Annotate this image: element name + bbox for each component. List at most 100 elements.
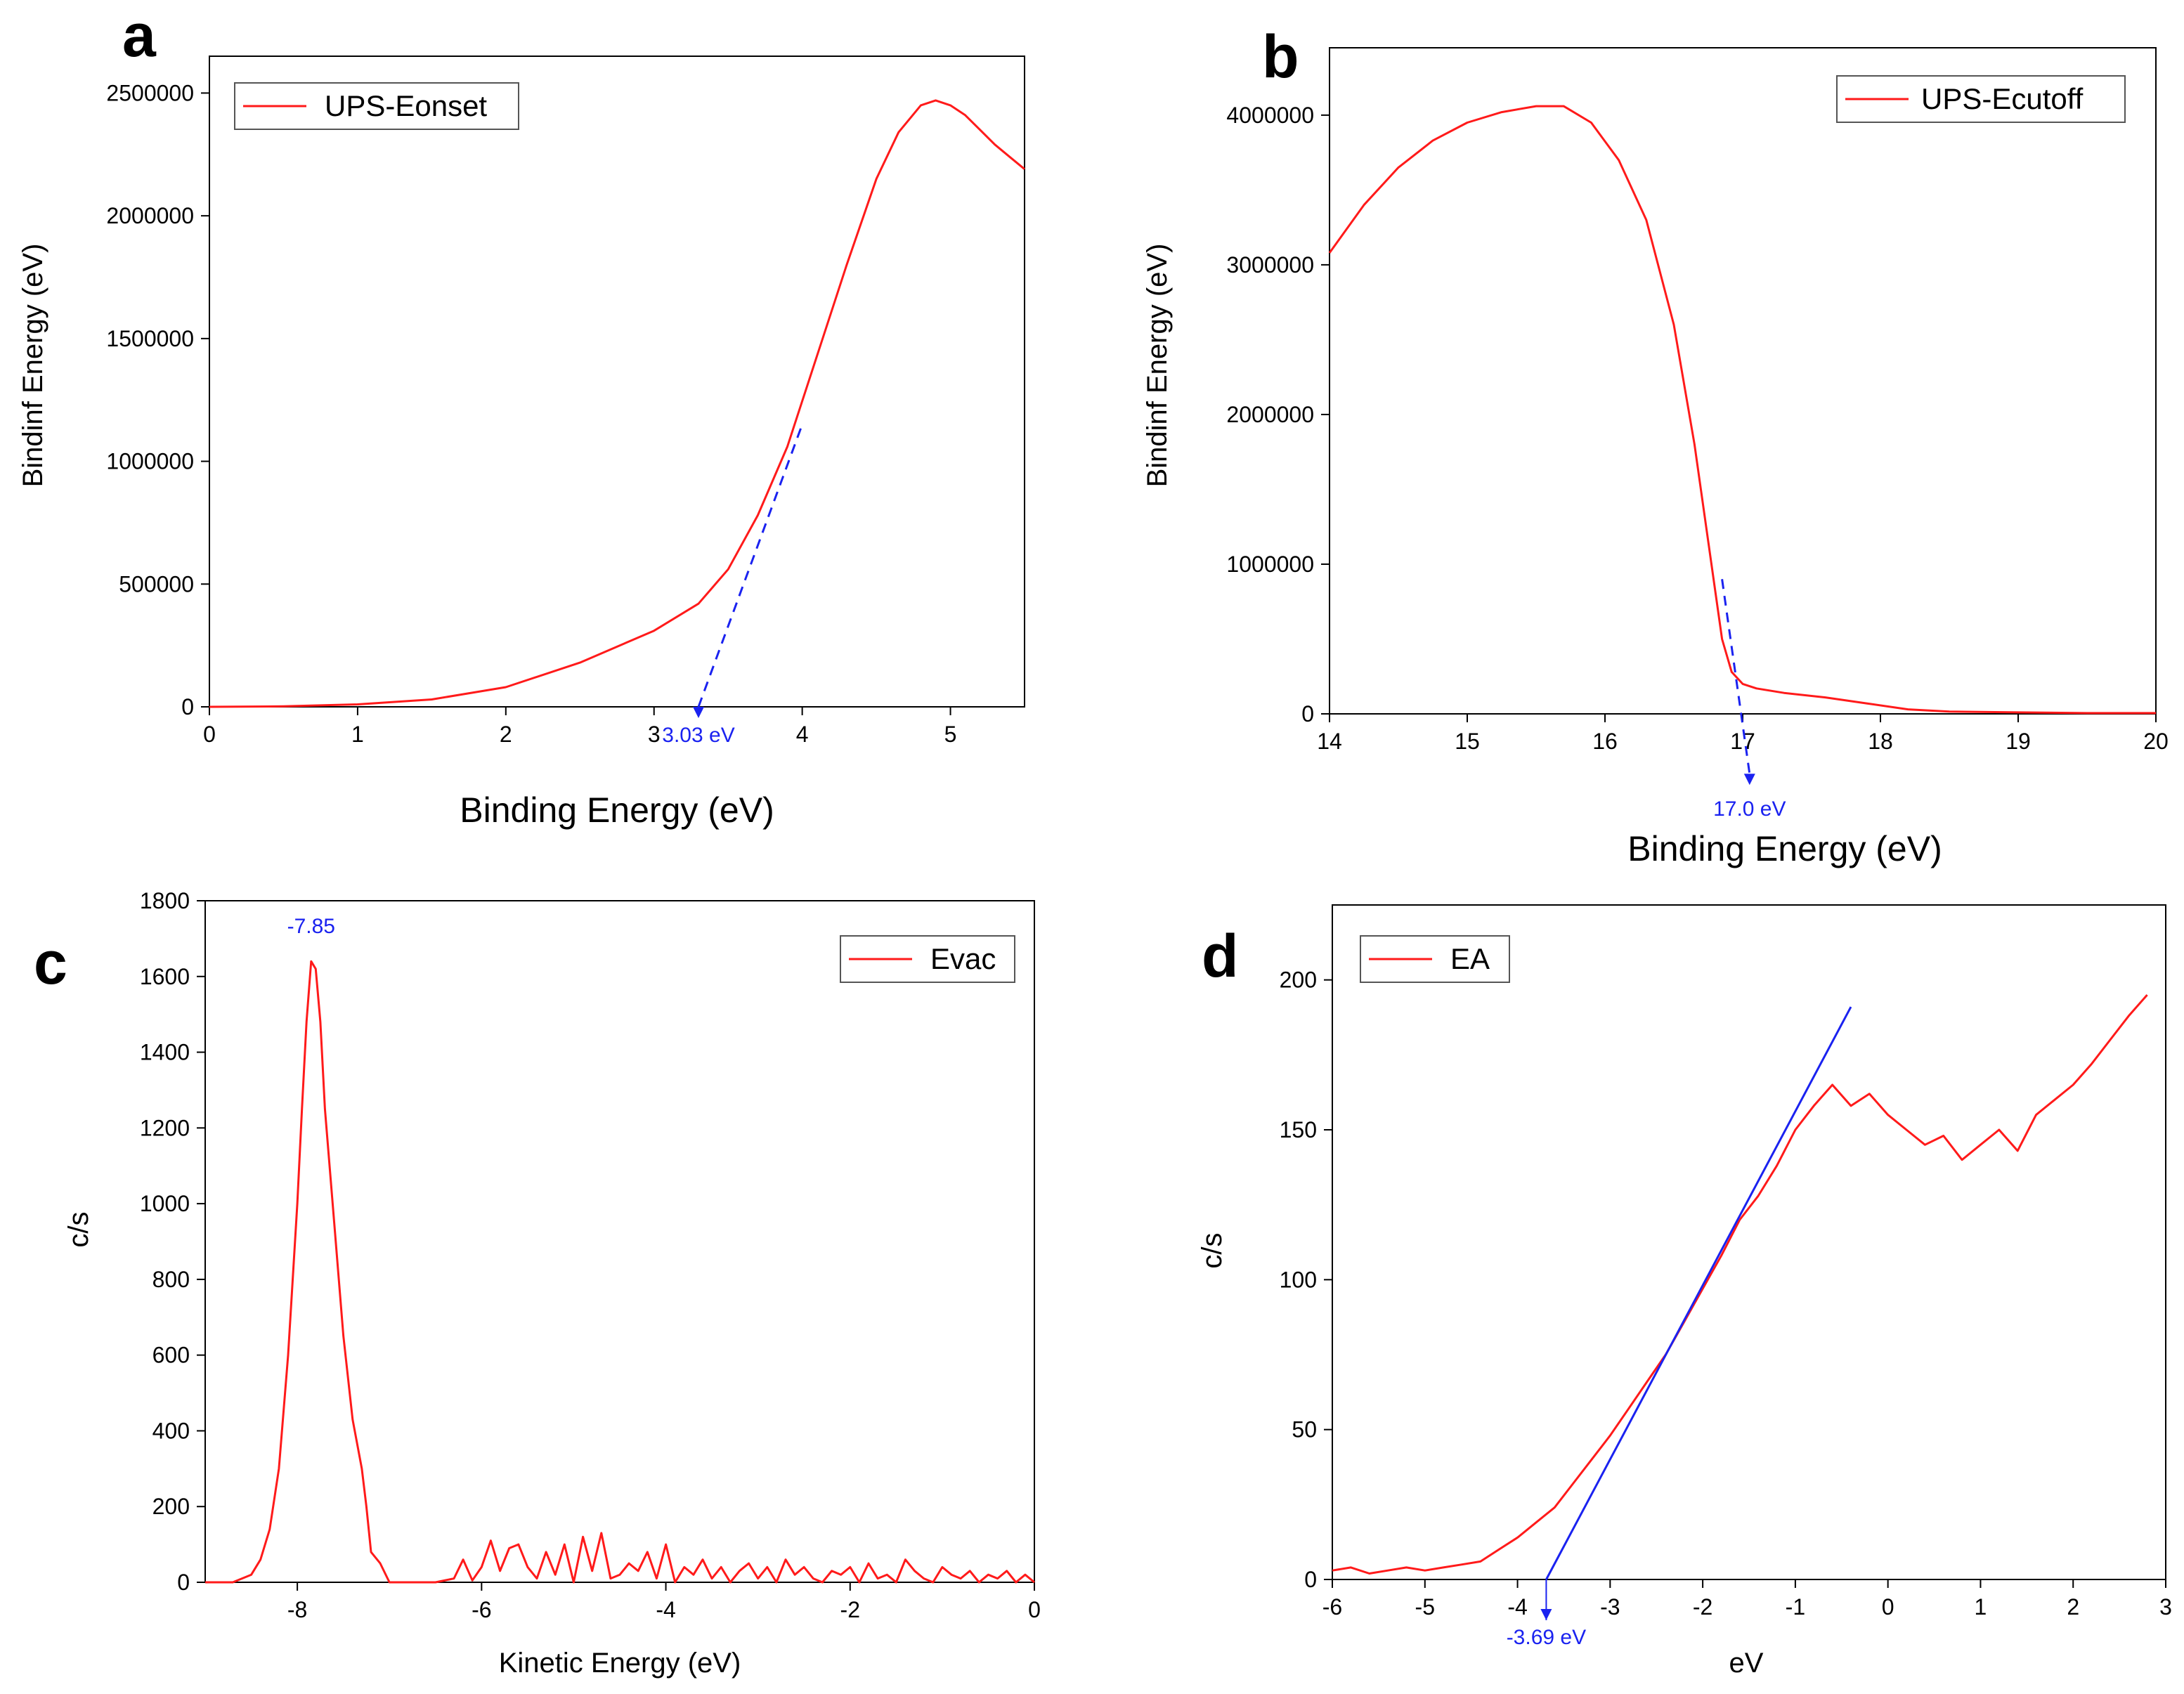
panel-d-series bbox=[1332, 994, 2148, 1575]
panel-b-series bbox=[1328, 105, 2156, 715]
panel-b-y-axis-label: Bindinf Energy (eV) bbox=[1142, 244, 1173, 488]
panel-b-legend-label: UPS-Ecutoff bbox=[1921, 82, 2084, 115]
panel-b-x-axis-label: Binding Energy (eV) bbox=[1627, 829, 1942, 868]
panel-a-x-tick-label: 0 bbox=[203, 722, 216, 747]
panel-d-legend-label: EA bbox=[1450, 942, 1490, 975]
panel-b-plot-frame bbox=[1329, 47, 2157, 715]
panel-b-y-tick-label: 3000000 bbox=[1226, 252, 1314, 278]
panel-b-series-line bbox=[1328, 105, 2156, 715]
panel-d-fit: -3.69 eV bbox=[1507, 1006, 1852, 1649]
panel-d-plot-frame bbox=[1332, 904, 2166, 1580]
panel-d-x-tick-label: -1 bbox=[1786, 1594, 1805, 1620]
panel-b: b 14 15 16 17 18 19 20 0 1000000 2000000 3000000 4… bbox=[1142, 23, 2169, 868]
panel-c-y-axis-label: c/s bbox=[63, 1211, 94, 1247]
panel-c-x-tick-label: -4 bbox=[656, 1597, 675, 1622]
panel-c-x-tick-label: -8 bbox=[287, 1597, 307, 1622]
panel-c-y-tick-label: 1200 bbox=[140, 1115, 190, 1140]
panel-d-legend: EA bbox=[1360, 935, 1510, 983]
panel-c-y-tick-label: 1800 bbox=[140, 888, 190, 913]
panel-d-y-tick-label: 100 bbox=[1280, 1267, 1317, 1292]
panel-c-legend-label: Evac bbox=[930, 942, 996, 975]
panel-a-fit-line bbox=[697, 424, 804, 708]
panel-d-y-tick-label: 200 bbox=[1280, 967, 1317, 993]
panel-c-plot: -8 -6 -4 -2 0 0 200 400 600 800 1000 1200 1400 1600 1… bbox=[140, 888, 1041, 1622]
panel-a-annotation-arrowhead bbox=[693, 707, 704, 718]
panel-d-x-tick-label: -4 bbox=[1507, 1594, 1527, 1620]
panel-d-x-tick-label: 0 bbox=[1882, 1594, 1894, 1620]
panel-d-x-tick-label: -3 bbox=[1600, 1594, 1620, 1620]
panel-b-y-tick-label: 1000000 bbox=[1226, 552, 1314, 577]
panel-d: d -6 -5 -4 -3 -2 -1 0 1 2 3 0 50 100 150 200 -3.69 eV… bbox=[1197, 904, 2172, 1679]
panel-a-y-tick-label: 1000000 bbox=[106, 449, 194, 474]
panel-a-x-axis-label: Binding Energy (eV) bbox=[460, 790, 774, 830]
panel-a-annotation-label: 3.03 eV bbox=[662, 724, 734, 747]
panel-a-gridless-plot: 0 1 2 3 4 5 0 500000 1000000 1500000 2000000 25000… bbox=[106, 56, 1025, 747]
panel-d-y-tick-label: 50 bbox=[1292, 1417, 1317, 1442]
panel-b-annotation-arrowhead bbox=[1743, 774, 1755, 786]
panel-c-y-tick-label: 1600 bbox=[140, 964, 190, 989]
panel-a-x-tick-label: 5 bbox=[944, 722, 957, 747]
panel-c-legend: Evac bbox=[840, 935, 1015, 983]
panel-a-plot-frame bbox=[209, 56, 1025, 708]
panel-c-y-tick-label: 1000 bbox=[140, 1191, 190, 1216]
panel-d-annotation-label: -3.69 eV bbox=[1507, 1626, 1586, 1649]
panel-d-x-tick-label: -5 bbox=[1415, 1594, 1435, 1620]
panel-c-y-tick-label: 400 bbox=[152, 1418, 190, 1443]
panel-c-x-tick-label: -6 bbox=[472, 1597, 491, 1622]
panel-a-series bbox=[209, 99, 1025, 708]
panel-d-x-ticks: -6 -5 -4 -3 -2 -1 0 1 2 3 bbox=[1322, 1579, 2172, 1620]
panel-c-y-tick-label: 0 bbox=[177, 1570, 190, 1595]
panel-b-y-tick-label: 4000000 bbox=[1226, 103, 1314, 128]
panel-d-y-axis-label: c/s bbox=[1197, 1232, 1228, 1268]
panel-c-y-ticks: 0 200 400 600 800 1000 1200 1400 1600 1800 bbox=[140, 888, 205, 1595]
panel-d-y-ticks: 0 50 100 150 200 bbox=[1280, 967, 1332, 1592]
panel-c-y-tick-label: 200 bbox=[152, 1494, 190, 1519]
panel-a: a 0 1 2 3 4 5 0 500000 1000000 1500000 2000000 250… bbox=[18, 2, 1025, 830]
panel-d-x-tick-label: 3 bbox=[2159, 1594, 2172, 1620]
panel-letter-b: b bbox=[1262, 23, 1299, 91]
panel-c-plot-frame bbox=[204, 900, 1035, 1583]
panel-b-x-tick-label: 20 bbox=[2143, 729, 2169, 754]
panel-a-y-tick-label: 500000 bbox=[119, 571, 194, 597]
panel-b-legend: UPS-Ecutoff bbox=[1836, 75, 2126, 123]
panel-b-x-tick-label: 14 bbox=[1317, 729, 1342, 754]
panel-d-x-tick-label: 2 bbox=[2067, 1594, 2079, 1620]
panel-c-series-line bbox=[205, 960, 1035, 1584]
panel-b-annotation-label: 17.0 eV bbox=[1713, 797, 1786, 821]
panel-d-plot: -6 -5 -4 -3 -2 -1 0 1 2 3 0 50 100 150 200 -3.69 eV bbox=[1280, 904, 2172, 1649]
panel-letter-a: a bbox=[122, 2, 157, 70]
panel-a-y-tick-label: 2500000 bbox=[106, 80, 194, 105]
panel-a-legend: UPS-Eonset bbox=[234, 82, 519, 130]
panel-a-legend-label: UPS-Eonset bbox=[325, 89, 487, 122]
panel-a-x-ticks: 0 1 2 3 4 5 bbox=[203, 707, 956, 747]
panel-b-x-tick-label: 19 bbox=[2006, 729, 2031, 754]
panel-d-legend-box bbox=[1360, 935, 1510, 983]
panel-b-plot: 14 15 16 17 18 19 20 0 1000000 2000000 3000000 400… bbox=[1226, 47, 2169, 821]
panel-a-series-line bbox=[209, 99, 1025, 708]
panel-c-x-axis-label: Kinetic Energy (eV) bbox=[499, 1648, 741, 1679]
panel-c-y-tick-label: 600 bbox=[152, 1343, 190, 1368]
panel-b-x-tick-label: 16 bbox=[1592, 729, 1618, 754]
panel-a-y-ticks: 0 500000 1000000 1500000 2000000 2500000 bbox=[106, 80, 209, 719]
panel-c-x-ticks: -8 -6 -4 -2 0 bbox=[287, 1582, 1041, 1622]
panel-d-x-tick-label: -6 bbox=[1322, 1594, 1342, 1620]
panel-b-x-tick-label: 15 bbox=[1455, 729, 1480, 754]
panel-c-y-tick-label: 800 bbox=[152, 1267, 190, 1292]
panel-b-x-ticks: 14 15 16 17 18 19 20 bbox=[1317, 714, 2169, 754]
panel-d-x-tick-label: -2 bbox=[1693, 1594, 1712, 1620]
panel-a-y-axis-label: Bindinf Energy (eV) bbox=[18, 244, 48, 488]
panel-c: c -8 -6 -4 -2 0 0 200 400 600 800 1000 1200 1400 160… bbox=[34, 888, 1041, 1679]
panel-d-y-tick-label: 0 bbox=[1304, 1567, 1317, 1592]
panel-a-x-tick-label: 3 bbox=[648, 722, 661, 747]
panel-d-y-tick-label: 150 bbox=[1280, 1117, 1317, 1142]
panel-a-fit: 3.03 eV bbox=[662, 424, 804, 747]
panel-c-annotation-label: -7.85 bbox=[287, 915, 335, 938]
panel-b-y-tick-label: 0 bbox=[1301, 701, 1314, 727]
panel-b-x-tick-label: 18 bbox=[1868, 729, 1893, 754]
panel-d-annotation-arrowhead bbox=[1540, 1609, 1552, 1620]
panel-c-y-tick-label: 1400 bbox=[140, 1040, 190, 1065]
panel-d-fit-line bbox=[1545, 1006, 1852, 1580]
panel-d-x-tick-label: 1 bbox=[1975, 1594, 1987, 1620]
panel-b-fit: 17.0 eV bbox=[1713, 579, 1786, 821]
